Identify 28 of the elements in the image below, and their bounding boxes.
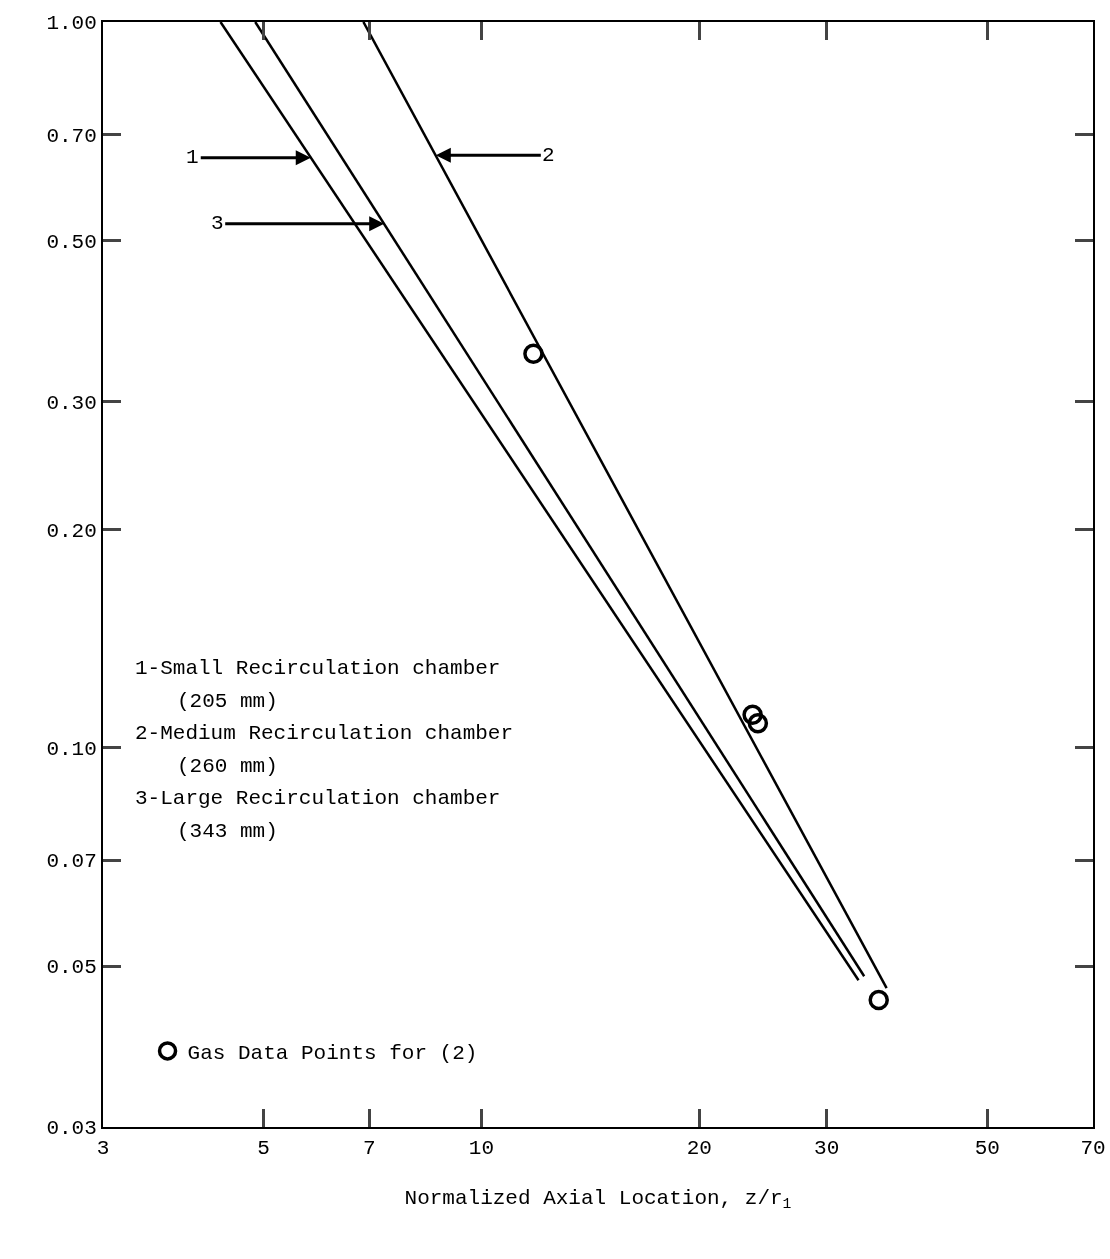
x-axis-title: Normalized Axial Location, z/r$_{1}$	[404, 1186, 792, 1213]
x-tick-label: 20	[686, 1137, 712, 1161]
annotation: 2	[542, 144, 555, 167]
legend-label: Gas Data Points for (2)	[187, 1042, 478, 1066]
annotation: 2-Medium Recirculation chamber	[135, 722, 514, 745]
x-tick-label: 3	[96, 1137, 110, 1161]
y-tick-label: 0.70	[46, 124, 97, 148]
annotation: (205 mm)	[177, 690, 278, 713]
y-tick-label: 0.50	[46, 230, 97, 254]
y-tick-label: 0.05	[46, 956, 97, 980]
x-tick-label: 7	[363, 1137, 376, 1161]
annotation: 1-Small Recirculation chamber	[135, 657, 501, 680]
x-tick-label: 5	[257, 1137, 270, 1161]
x-tick-label: 50	[974, 1137, 1000, 1161]
x-tick-label: 10	[468, 1137, 495, 1161]
x-tick-label: 30	[814, 1137, 840, 1161]
annotation: (343 mm)	[177, 820, 278, 843]
y-tick-label: 0.30	[46, 391, 97, 415]
annotation: 3-Large Recirculation chamber	[135, 787, 501, 810]
y-tick-label: 0.20	[46, 519, 97, 543]
y-tick-label: 0.03	[46, 1117, 97, 1141]
annotation: (260 mm)	[177, 755, 278, 778]
y-tick-label: 1.00	[46, 12, 97, 36]
x-tick-label: 70	[1080, 1137, 1106, 1161]
y-tick-label: 0.07	[46, 850, 97, 874]
annotation: 3	[211, 212, 224, 235]
y-tick-label: 0.10	[46, 737, 97, 761]
annotation: 1	[186, 146, 199, 169]
